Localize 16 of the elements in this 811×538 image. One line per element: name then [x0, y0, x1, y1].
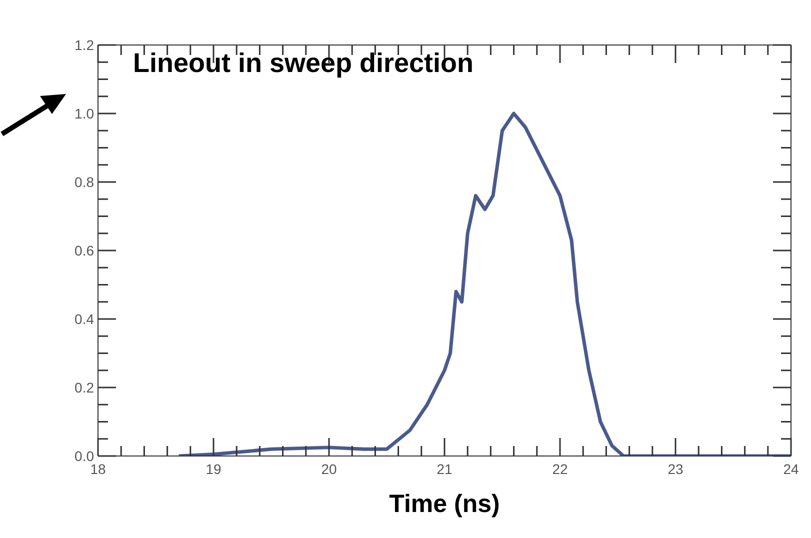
- x-tick-label: 24: [783, 461, 799, 477]
- x-tick-label: 19: [206, 461, 222, 477]
- y-tick-label: 0.2: [74, 380, 94, 396]
- y-tick-label: 0.8: [74, 174, 94, 190]
- x-tick-label: 18: [90, 461, 106, 477]
- x-tick-label: 23: [668, 461, 684, 477]
- x-axis-title: Time (ns): [388, 490, 501, 519]
- y-tick-label: 1.2: [74, 37, 94, 53]
- y-tick-label: 0.6: [74, 242, 94, 258]
- x-tick-label: 22: [552, 461, 568, 477]
- chart-title: Lineout in sweep direction: [133, 48, 474, 79]
- y-tick-label: 0.0: [74, 448, 94, 464]
- y-tick-label: 1.0: [74, 106, 94, 122]
- x-tick-label: 20: [321, 461, 337, 477]
- y-tick-label: 0.4: [74, 311, 94, 327]
- x-tick-label: 21: [436, 461, 452, 477]
